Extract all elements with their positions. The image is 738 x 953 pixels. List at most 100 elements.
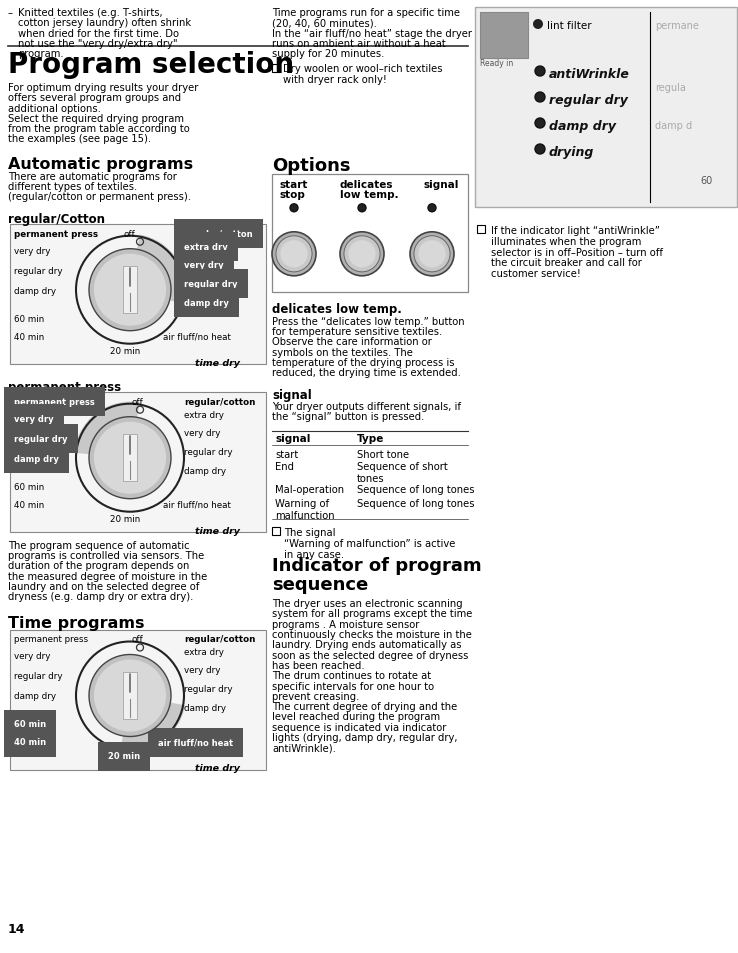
Circle shape [94, 659, 166, 732]
Text: Dry woolen or wool–rich textiles: Dry woolen or wool–rich textiles [283, 65, 443, 74]
Circle shape [348, 241, 376, 268]
Text: extra dry: extra dry [184, 648, 224, 657]
Circle shape [272, 233, 316, 276]
Text: regular/Cotton: regular/Cotton [8, 213, 105, 226]
Text: off: off [132, 635, 144, 644]
Text: 40 min: 40 min [14, 500, 44, 509]
Text: air fluff/no heat: air fluff/no heat [163, 500, 231, 509]
Text: Mal-operation: Mal-operation [275, 485, 344, 495]
Text: antiWrinkle: antiWrinkle [549, 68, 630, 81]
Text: start: start [280, 179, 308, 190]
Text: extra dry: extra dry [184, 242, 228, 252]
Text: dryness (e.g. damp dry or extra dry).: dryness (e.g. damp dry or extra dry). [8, 592, 193, 601]
Bar [477, 226, 485, 233]
Text: The current degree of drying and the: The current degree of drying and the [272, 701, 458, 712]
Bar [10, 630, 266, 770]
Circle shape [89, 417, 171, 499]
Text: supply for 20 minutes.: supply for 20 minutes. [272, 50, 384, 59]
Text: prevent creasing.: prevent creasing. [272, 691, 359, 701]
Text: regular dry: regular dry [184, 685, 232, 694]
Text: There are automatic programs for: There are automatic programs for [8, 172, 177, 182]
Text: very dry: very dry [14, 652, 50, 660]
Text: air fluff/no heat: air fluff/no heat [158, 738, 233, 747]
Circle shape [340, 233, 384, 276]
Circle shape [358, 205, 366, 213]
Circle shape [428, 205, 436, 213]
Text: (regular/cotton or permanent press).: (regular/cotton or permanent press). [8, 193, 191, 202]
Text: regular dry: regular dry [14, 672, 63, 680]
Text: –: – [8, 8, 13, 18]
Text: 60 min: 60 min [14, 720, 46, 729]
Text: regular dry: regular dry [14, 267, 63, 275]
Text: lights (drying, damp dry, regular dry,: lights (drying, damp dry, regular dry, [272, 732, 458, 742]
Text: time dry: time dry [195, 358, 240, 367]
Text: in any case.: in any case. [284, 550, 344, 559]
Text: damp dry: damp dry [184, 298, 229, 308]
Text: regular/cotton: regular/cotton [184, 397, 255, 406]
Bar [123, 672, 137, 720]
Text: Time programs run for a specific time: Time programs run for a specific time [272, 8, 460, 18]
Text: antiWrinkle).: antiWrinkle). [272, 742, 336, 753]
Text: very dry: very dry [14, 247, 50, 255]
Text: Select the required drying program: Select the required drying program [8, 113, 184, 124]
Text: signal: signal [272, 388, 311, 401]
Text: Warning of
malfunction: Warning of malfunction [275, 498, 334, 520]
Text: 60: 60 [700, 175, 712, 186]
Text: temperature of the drying process is: temperature of the drying process is [272, 357, 455, 368]
Text: air fluff/no heat: air fluff/no heat [163, 333, 231, 341]
Text: 60 min: 60 min [14, 314, 44, 323]
Circle shape [535, 145, 545, 154]
Text: damp dry: damp dry [549, 120, 616, 132]
Text: extra dry: extra dry [184, 411, 224, 419]
Bar [272, 528, 280, 536]
Text: Press the “delicates low temp.” button: Press the “delicates low temp.” button [272, 316, 465, 327]
Text: Sequence of short
tones: Sequence of short tones [357, 461, 448, 483]
Text: End: End [275, 461, 294, 472]
Text: damp dry: damp dry [14, 287, 56, 295]
Text: off: off [132, 397, 144, 406]
Text: regular/cotton: regular/cotton [184, 635, 255, 644]
Text: reduced, the drying time is extended.: reduced, the drying time is extended. [272, 368, 461, 378]
Text: time dry: time dry [195, 763, 240, 773]
Circle shape [290, 205, 298, 213]
Text: sequence is indicated via indicator: sequence is indicated via indicator [272, 722, 446, 732]
Text: the examples (see page 15).: the examples (see page 15). [8, 134, 151, 144]
Text: The signal: The signal [284, 528, 336, 537]
Text: 20 min: 20 min [110, 515, 140, 523]
Text: very dry: very dry [184, 260, 224, 270]
Text: signal: signal [275, 434, 311, 444]
Text: cotton jersey laundry) often shrink: cotton jersey laundry) often shrink [18, 18, 191, 29]
Text: For optimum drying results your dryer: For optimum drying results your dryer [8, 83, 199, 92]
Text: 40 min: 40 min [14, 738, 46, 747]
Text: Time programs: Time programs [8, 616, 145, 631]
Text: soon as the selected degree of dryness: soon as the selected degree of dryness [272, 650, 469, 660]
Circle shape [94, 422, 166, 495]
Text: damp dry: damp dry [184, 466, 226, 476]
Text: regular/cotton: regular/cotton [184, 230, 252, 238]
Circle shape [535, 119, 545, 129]
Text: laundry and on the selected degree of: laundry and on the selected degree of [8, 581, 199, 591]
Text: permane: permane [655, 21, 699, 30]
Text: “Warning of malfunction” is active: “Warning of malfunction” is active [284, 538, 455, 549]
Circle shape [344, 236, 380, 273]
Text: the measured degree of moisture in the: the measured degree of moisture in the [8, 571, 207, 581]
Circle shape [89, 655, 171, 737]
Text: low temp.: low temp. [340, 190, 399, 199]
Text: The drum continues to rotate at: The drum continues to rotate at [272, 671, 431, 680]
Text: programs is controlled via sensors. The: programs is controlled via sensors. The [8, 551, 204, 560]
Text: regular dry: regular dry [549, 94, 628, 107]
Text: damp dry: damp dry [14, 692, 56, 700]
Circle shape [280, 241, 308, 268]
Text: regular dry: regular dry [184, 447, 232, 456]
Circle shape [276, 236, 312, 273]
Text: damp dry: damp dry [14, 455, 59, 463]
Text: Program selection: Program selection [8, 51, 294, 79]
Text: start: start [275, 450, 298, 459]
Text: for temperature sensitive textiles.: for temperature sensitive textiles. [272, 327, 442, 336]
Text: very dry: very dry [184, 428, 221, 437]
Bar [123, 435, 137, 482]
Text: The program sequence of automatic: The program sequence of automatic [8, 540, 190, 550]
Circle shape [410, 233, 454, 276]
Wedge shape [137, 235, 186, 305]
Text: Your dryer outputs different signals, if: Your dryer outputs different signals, if [272, 401, 461, 411]
